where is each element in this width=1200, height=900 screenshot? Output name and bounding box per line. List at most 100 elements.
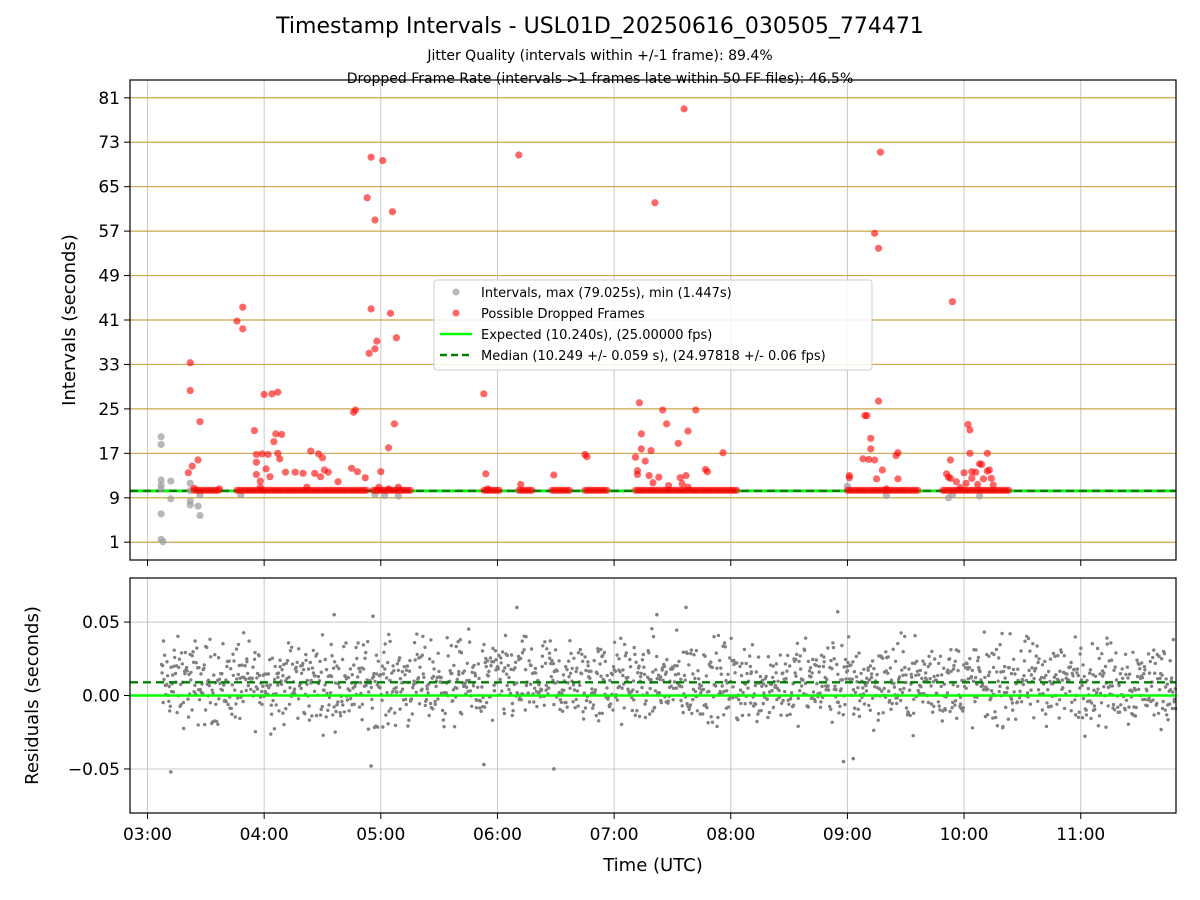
residual-point <box>331 713 335 717</box>
residual-point <box>683 678 687 682</box>
residual-point <box>716 633 721 638</box>
residual-point <box>224 678 228 682</box>
dropped-frame-point <box>233 317 241 325</box>
residual-point <box>608 678 612 683</box>
residual-point <box>574 669 578 674</box>
residual-point <box>612 640 617 644</box>
residual-point <box>1057 716 1061 720</box>
residual-point <box>403 697 408 702</box>
dropped-frame-point <box>663 420 671 428</box>
dropped-frame-point <box>684 427 692 435</box>
residual-point <box>774 662 779 666</box>
residual-point <box>1160 706 1165 711</box>
dropped-frame-point <box>316 473 325 481</box>
residual-point <box>909 672 913 677</box>
residual-point <box>428 701 433 706</box>
residual-point <box>310 666 315 670</box>
top-y-tick-label: 25 <box>98 400 120 420</box>
residual-point <box>924 671 928 675</box>
residual-point <box>1151 655 1155 660</box>
residual-point <box>1172 697 1177 701</box>
residual-point <box>1091 673 1095 677</box>
residual-point <box>510 701 515 706</box>
dropped-frame-point <box>631 453 640 461</box>
residual-point <box>405 664 410 668</box>
residual-point <box>1062 654 1067 658</box>
residual-point <box>637 664 641 668</box>
residual-point <box>880 689 884 693</box>
residual-point <box>400 687 405 691</box>
residual-point <box>641 652 645 657</box>
residual-point <box>669 684 673 688</box>
residual-point <box>651 634 656 639</box>
residual-point <box>1163 708 1168 712</box>
residual-point <box>852 712 856 716</box>
residual-point <box>475 698 479 703</box>
residual-point <box>216 656 221 660</box>
dropped-frame-point <box>874 244 883 252</box>
residual-point <box>1070 700 1074 704</box>
residual-point <box>764 674 768 679</box>
residual-point <box>162 677 166 682</box>
residual-point <box>898 687 902 692</box>
dropped-frame-point <box>987 474 995 482</box>
residual-point <box>429 638 433 642</box>
residual-point <box>824 688 828 692</box>
residual-point <box>1032 716 1036 720</box>
residual-point <box>672 680 677 684</box>
residual-point <box>1073 698 1077 702</box>
dropped-frame-point <box>682 471 690 480</box>
residual-point <box>1127 672 1132 676</box>
residual-point <box>973 699 977 704</box>
residual-point <box>210 688 214 692</box>
residual-point <box>621 673 625 678</box>
residual-point <box>933 657 937 661</box>
residual-point <box>410 712 414 716</box>
residual-point <box>631 688 635 692</box>
residual-point <box>822 660 826 664</box>
residual-point <box>191 660 196 664</box>
x-tick-label: 04:00 <box>240 825 289 845</box>
residual-point <box>370 706 374 710</box>
residual-point <box>316 674 321 679</box>
residual-point <box>478 706 482 710</box>
residual-point <box>788 712 792 716</box>
residual-point <box>286 641 291 645</box>
residual-point <box>180 662 184 666</box>
residual-point <box>1153 661 1158 666</box>
residual-point <box>800 684 804 688</box>
residual-point <box>653 689 658 693</box>
residual-point <box>503 633 508 638</box>
residual-point <box>756 655 761 659</box>
residual-point <box>308 660 312 665</box>
residual-point <box>520 651 525 655</box>
residual-point <box>1072 667 1077 672</box>
residual-point <box>575 689 580 693</box>
residual-point <box>1097 714 1102 718</box>
residual-point <box>919 685 923 689</box>
residual-point <box>565 667 569 672</box>
residual-point <box>333 660 337 664</box>
residual-point <box>601 653 605 657</box>
dropped-frame-point <box>894 475 902 483</box>
residual-point <box>1054 673 1058 677</box>
residual-point <box>771 664 775 668</box>
residual-point <box>1138 667 1142 671</box>
top-y-tick-label: 41 <box>98 311 120 331</box>
residual-point <box>735 661 739 665</box>
residual-point <box>233 715 237 719</box>
residual-point <box>872 666 876 671</box>
residual-point <box>427 713 431 718</box>
residual-point <box>680 685 684 689</box>
residual-point <box>596 649 600 654</box>
residual-point <box>208 637 212 641</box>
residual-point <box>231 652 235 656</box>
residual-point <box>202 666 206 671</box>
residual-point <box>957 649 961 653</box>
residual-point <box>969 675 974 679</box>
residual-point <box>597 711 602 715</box>
residual-point <box>632 698 636 702</box>
residual-point <box>765 697 769 701</box>
residual-point <box>378 673 383 677</box>
residual-point <box>376 659 380 663</box>
